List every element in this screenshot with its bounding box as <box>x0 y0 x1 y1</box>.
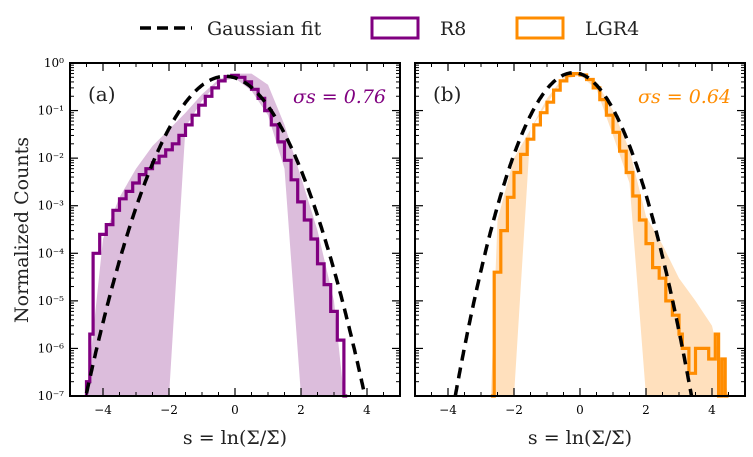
x-tick-label: −2 <box>160 403 178 417</box>
legend-r8-label: R8 <box>440 18 466 40</box>
y-tick-label: 10⁻⁶ <box>38 341 65 355</box>
x-tick-label: 2 <box>642 403 650 417</box>
panel-a-label: (a) <box>88 82 116 106</box>
histogram-steps <box>490 72 729 398</box>
panel-a: −4 −2 0 2 4 10⁻⁷ 10⁻⁶ 10⁻⁵ 10⁻⁴ 10⁻³ 10⁻² 10⁻¹ 10⁰ (… <box>38 56 401 449</box>
panel-a-x-label: s = ln(Σ/Σ̄) <box>183 427 287 449</box>
panel-b-label: (b) <box>433 82 461 106</box>
y-tick-label: 10⁻⁷ <box>38 389 65 403</box>
gaussian-fit-line <box>84 74 367 394</box>
r8-histogram <box>84 73 348 398</box>
legend-r8-swatch <box>370 16 420 40</box>
y-tick-label: 10⁰ <box>44 56 64 70</box>
panel-b: −4 −2 0 2 4 (b) σs = 0.64 s = ln(Σ/Σ̄) <box>414 62 746 449</box>
panel-b-x-label: s = ln(Σ/Σ̄) <box>528 427 632 449</box>
x-tick-label: 0 <box>576 403 584 417</box>
x-tick-label: 0 <box>231 403 239 417</box>
panel-a-frame <box>69 62 401 397</box>
legend-lgr4-swatch <box>515 16 565 40</box>
panel-b-sigma: σs = 0.64 <box>638 86 731 108</box>
histogram-steps <box>84 73 348 398</box>
gaussian-fit-line <box>453 71 694 397</box>
legend-lgr4-label: LGR4 <box>585 18 639 40</box>
y-tick-label: 10⁻³ <box>38 199 65 213</box>
r8-gaussian-fit <box>84 74 367 394</box>
x-tick-label: −4 <box>94 403 112 417</box>
lgr4-gaussian-fit <box>453 71 694 397</box>
legend-fit-label: Gaussian fit <box>207 18 322 40</box>
y-tick-label: 10⁻¹ <box>38 104 64 118</box>
legend: Gaussian fit R8 LGR4 <box>140 16 639 40</box>
y-tick-label: 10⁻⁴ <box>38 246 65 260</box>
uncertainty-band <box>86 73 344 396</box>
x-tick-label: −4 <box>439 403 457 417</box>
r8-band <box>86 73 344 396</box>
panel-a-sigma: σs = 0.76 <box>293 86 386 108</box>
uncertainty-band <box>490 71 729 397</box>
y-tick-label: 10⁻² <box>38 151 65 165</box>
panel-b-frame <box>414 62 746 397</box>
x-tick-label: 2 <box>297 403 305 417</box>
lgr4-histogram <box>490 72 729 398</box>
lgr4-band <box>490 71 729 397</box>
x-tick-label: 4 <box>363 403 371 417</box>
x-tick-label: 4 <box>708 403 716 417</box>
y-tick-label: 10⁻⁵ <box>38 294 65 308</box>
y-axis-label: Normalized Counts <box>11 137 33 323</box>
x-tick-label: −2 <box>505 403 523 417</box>
